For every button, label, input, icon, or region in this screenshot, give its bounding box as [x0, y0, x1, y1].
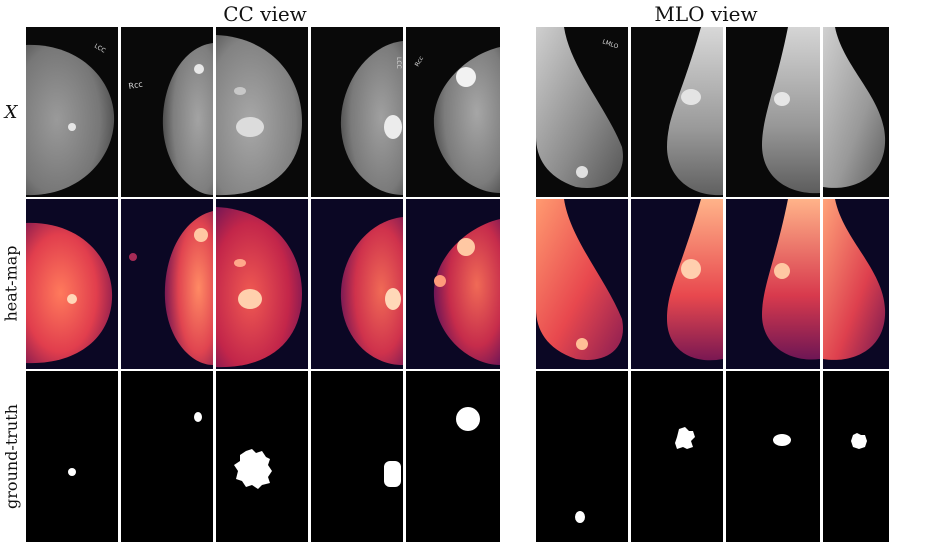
cc-heatmap-4 [311, 199, 403, 369]
cc-mammogram-2: Rcc [121, 27, 213, 197]
cc5-marker: Rcc [414, 55, 425, 68]
mlo-mask-1 [536, 371, 628, 542]
cc1-marker: LCC [93, 43, 107, 55]
cc-mammogram-5: Rcc [406, 27, 500, 197]
cc-mammogram-1: LCC [26, 27, 118, 197]
mlo-mammogram-3 [726, 27, 820, 197]
cc2-marker: Rcc [128, 80, 144, 91]
cc-heatmap-1 [26, 199, 118, 369]
mlo-mask-4 [823, 371, 889, 542]
cc-mammogram-3 [216, 27, 308, 197]
cc-mask-2 [121, 371, 213, 542]
cc-mammogram-4: LCC [311, 27, 403, 197]
cc-heatmap-5 [406, 199, 500, 369]
cc-view-title: CC view [223, 2, 307, 26]
mlo-heatmap-3 [726, 199, 820, 369]
cc-mask-1 [26, 371, 118, 542]
cc-mask-5 [406, 371, 500, 542]
mlo-heatmap-2 [631, 199, 723, 369]
mlo-mammogram-4 [823, 27, 889, 197]
row-label-x: X [4, 101, 18, 123]
cc-mask-3 [216, 371, 308, 542]
row-label-heat-map: heat-map [1, 244, 21, 322]
mlo-mask-3 [726, 371, 820, 542]
cc-heatmap-2 [121, 199, 213, 369]
cc-heatmap-3 [216, 199, 308, 369]
mlo-mask-2 [631, 371, 723, 542]
mlo-heatmap-4 [823, 199, 889, 369]
cc4-marker: LCC [395, 57, 402, 69]
mlo-heatmap-1 [536, 199, 628, 369]
cc-mask-4 [311, 371, 403, 542]
mlo-view-title: MLO view [654, 2, 758, 26]
mlo-mammogram-2 [631, 27, 723, 197]
row-label-ground-truth: ground-truth [1, 403, 21, 509]
mlo-mammogram-1: LMLO [536, 27, 628, 197]
